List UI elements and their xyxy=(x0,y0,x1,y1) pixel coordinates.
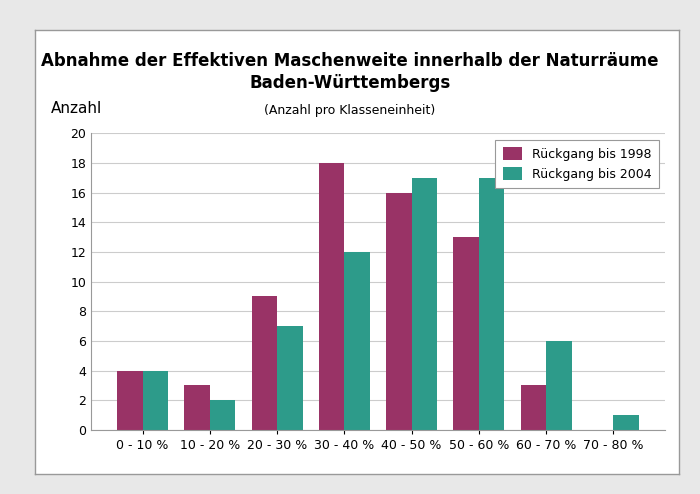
Bar xyxy=(210,400,235,430)
Bar xyxy=(318,163,344,430)
Legend: Rückgang bis 1998, Rückgang bis 2004: Rückgang bis 1998, Rückgang bis 2004 xyxy=(496,140,659,188)
Bar xyxy=(412,178,438,430)
Bar xyxy=(251,296,277,430)
Bar xyxy=(117,370,143,430)
Text: Anzahl: Anzahl xyxy=(50,101,102,116)
Bar xyxy=(613,415,639,430)
Bar xyxy=(546,341,572,430)
Bar xyxy=(143,370,168,430)
Bar xyxy=(479,178,505,430)
Bar xyxy=(454,237,479,430)
Bar xyxy=(184,385,210,430)
Bar xyxy=(521,385,546,430)
Bar xyxy=(277,326,302,430)
Bar xyxy=(386,193,412,430)
Text: Abnahme der Effektiven Maschenweite innerhalb der Naturräume
Baden-Württembergs: Abnahme der Effektiven Maschenweite inne… xyxy=(41,52,659,92)
Text: (Anzahl pro Klasseneinheit): (Anzahl pro Klasseneinheit) xyxy=(265,104,435,117)
Bar xyxy=(344,252,370,430)
